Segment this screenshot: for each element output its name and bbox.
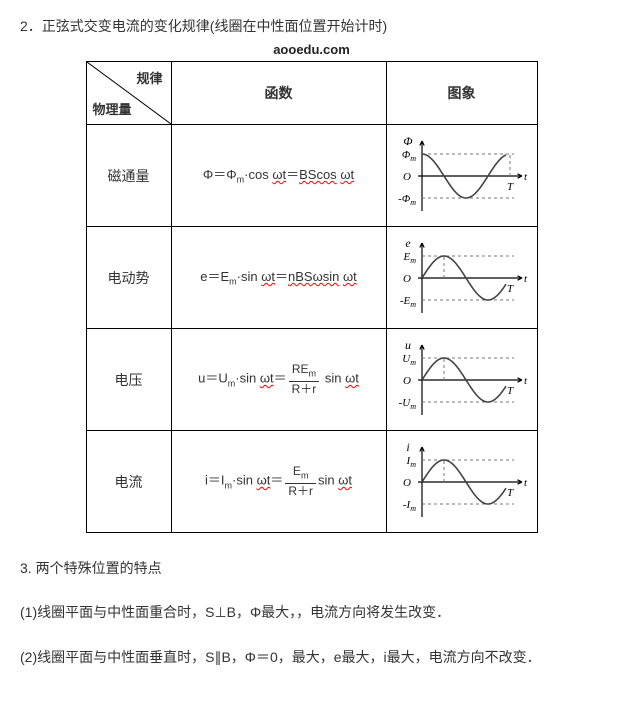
formula-cell: Φ＝Φm·cos ωt＝BScos ωt	[171, 125, 386, 227]
point-2: (2)线圈平面与中性面垂直时，S∥B，Φ＝0，最大，e最大，i最大，电流方向不改…	[20, 646, 603, 668]
svg-text:Im: Im	[405, 455, 416, 469]
svg-text:Um: Um	[402, 353, 416, 367]
svg-text:t: t	[524, 477, 528, 489]
table-row: 磁通量 Φ＝Φm·cos ωt＝BScos ωt Φ Ot Φm -Φm T	[86, 125, 537, 227]
svg-text:u: u	[405, 338, 411, 352]
point-1: (1)线圈平面与中性面重合时，S⊥B，Φ最大，，电流方向将发生改变．	[20, 601, 603, 623]
svg-text:-Im: -Im	[402, 499, 415, 513]
quantity-cell: 电压	[86, 329, 171, 431]
formula-text: u＝Um·sin ωt＝REmR＋r sin ωt	[192, 363, 365, 395]
header-top-label: 规律	[136, 68, 162, 87]
graph-cell: i Ot Im -Im T	[386, 431, 537, 533]
quantity-cell: 电动势	[86, 227, 171, 329]
waveform-graph-icon: i Ot Im -Im T	[392, 439, 532, 525]
header-graph: 图象	[386, 62, 537, 125]
svg-text:Φ: Φ	[403, 134, 412, 148]
table-row: 电流 i＝Im·sin ωt＝EmR＋rsin ωt i Ot Im -Im T	[86, 431, 537, 533]
formula-text: i＝Im·sin ωt＝EmR＋rsin ωt	[199, 465, 358, 497]
watermark-text: aooedu.com	[20, 42, 603, 57]
svg-text:Φm: Φm	[401, 149, 415, 163]
svg-text:e: e	[405, 236, 411, 250]
header-diagonal-cell: 规律 物理量	[86, 62, 171, 125]
graph-cell: Φ Ot Φm -Φm T	[386, 125, 537, 227]
table-header-row: 规律 物理量 函数 图象	[86, 62, 537, 125]
svg-text:t: t	[524, 375, 528, 387]
table-row: 电动势 e＝Em·sin ωt＝nBSωsin ωt e Ot Em -Em T	[86, 227, 537, 329]
formula-cell: i＝Im·sin ωt＝EmR＋rsin ωt	[171, 431, 386, 533]
svg-text:T: T	[506, 283, 513, 295]
quantity-label: 电流	[115, 474, 143, 490]
table-row: 电压 u＝Um·sin ωt＝REmR＋r sin ωt u Ot Um -Um T	[86, 329, 537, 431]
section-2-heading: 2．正弦式交变电流的变化规律(线圈在中性面位置开始计时)	[20, 16, 603, 36]
formula-text: e＝Em·sin ωt＝nBSωsin ωt	[194, 269, 362, 287]
quantity-label: 电压	[115, 372, 143, 388]
waveform-graph-icon: e Ot Em -Em T	[392, 235, 532, 321]
svg-text:T: T	[506, 385, 513, 397]
graph-cell: u Ot Um -Um T	[386, 329, 537, 431]
svg-text:T: T	[506, 181, 513, 193]
physics-table: 规律 物理量 函数 图象 磁通量Φ＝Φm·cos ωt＝BScos ωtΦOtΦ…	[86, 61, 538, 533]
svg-text:i: i	[406, 440, 409, 454]
quantity-cell: 电流	[86, 431, 171, 533]
quantity-label: 磁通量	[108, 168, 150, 184]
header-bottom-label: 物理量	[93, 99, 132, 118]
formula-cell: e＝Em·sin ωt＝nBSωsin ωt	[171, 227, 386, 329]
svg-text:O: O	[403, 171, 411, 183]
svg-text:t: t	[524, 171, 528, 183]
svg-text:O: O	[403, 375, 411, 387]
waveform-graph-icon: Φ Ot Φm -Φm T	[392, 133, 532, 219]
svg-text:-Um: -Um	[398, 397, 416, 411]
svg-text:O: O	[403, 273, 411, 285]
formula-text: Φ＝Φm·cos ωt＝BScos ωt	[197, 167, 360, 185]
waveform-graph-icon: u Ot Um -Um T	[392, 337, 532, 423]
quantity-label: 电动势	[108, 270, 150, 286]
svg-text:t: t	[524, 273, 528, 285]
svg-text:O: O	[403, 477, 411, 489]
svg-text:T: T	[506, 487, 513, 499]
svg-text:Em: Em	[402, 251, 416, 265]
header-function: 函数	[171, 62, 386, 125]
section-3-heading: 3. 两个特殊位置的特点	[20, 557, 603, 579]
svg-text:-Φm: -Φm	[398, 193, 416, 207]
svg-text:-Em: -Em	[399, 295, 415, 309]
graph-cell: e Ot Em -Em T	[386, 227, 537, 329]
quantity-cell: 磁通量	[86, 125, 171, 227]
formula-cell: u＝Um·sin ωt＝REmR＋r sin ωt	[171, 329, 386, 431]
